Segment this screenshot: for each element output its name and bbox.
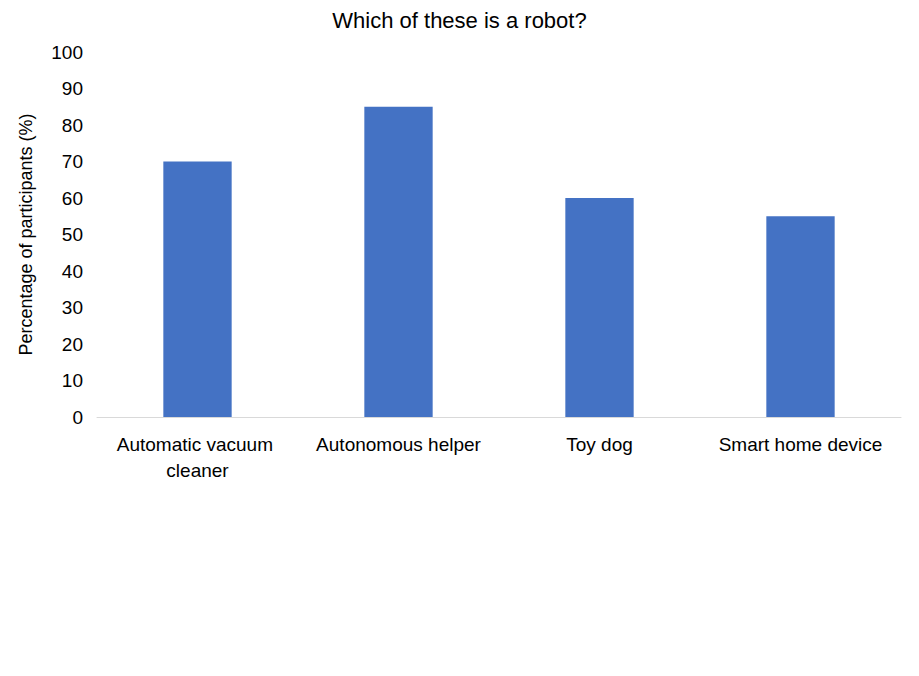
svg-text:40: 40 <box>62 261 83 282</box>
svg-text:20: 20 <box>62 334 83 355</box>
svg-text:Automatic vacuum: Automatic vacuum <box>117 434 279 455</box>
svg-text:0: 0 <box>72 407 83 428</box>
svg-text:cleaner: cleaner <box>166 460 229 481</box>
svg-text:80: 80 <box>62 115 83 136</box>
svg-text:Autonomous helper: Autonomous helper <box>316 434 481 455</box>
svg-text:70: 70 <box>62 151 83 172</box>
svg-text:90: 90 <box>62 78 83 99</box>
svg-text:Which of these is a robot?: Which of these is a robot? <box>332 8 586 33</box>
svg-text:10: 10 <box>62 370 83 391</box>
svg-text:50: 50 <box>62 224 83 245</box>
svg-text:30: 30 <box>62 297 83 318</box>
svg-text:Toy dog: Toy dog <box>566 434 633 455</box>
svg-text:100: 100 <box>51 42 83 63</box>
svg-text:60: 60 <box>62 188 83 209</box>
svg-text:Percentage of participants (%): Percentage of participants (%) <box>16 113 36 355</box>
svg-text:Smart home device: Smart home device <box>719 434 883 455</box>
